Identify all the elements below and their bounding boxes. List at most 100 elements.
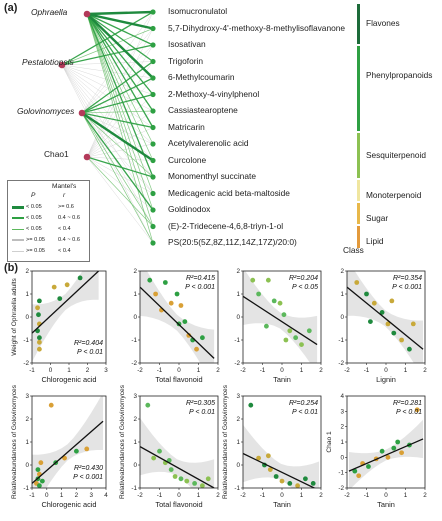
legend-line-sample (12, 217, 24, 219)
node-label-chao1: Chao1 (44, 149, 69, 159)
data-point (283, 337, 289, 343)
data-point (279, 478, 285, 484)
confidence-band (348, 419, 424, 488)
x-tick-label: 2 (319, 492, 323, 499)
data-point (250, 277, 256, 283)
data-point (410, 321, 416, 327)
y-tick-label: -1 (338, 470, 344, 477)
data-point (267, 467, 273, 472)
scatter-plot: -2 -1 0 1 2 -2 -1 0 1 2 3 4 Tanin Chao 1 R²=0.281 P < 0… (326, 393, 427, 509)
data-point (178, 476, 184, 482)
mantel-edge (81, 112, 154, 178)
class-bar (357, 180, 360, 201)
data-point (37, 483, 42, 489)
regression-line (347, 286, 424, 350)
regression-line (32, 271, 100, 334)
data-point (174, 291, 180, 297)
mantel-edge (86, 13, 154, 178)
class-label-monoterpenoid: Monoterpenoid (366, 190, 422, 200)
compound-node (150, 75, 156, 81)
x-tick-label: 0 (177, 492, 181, 499)
data-point (271, 298, 277, 304)
y-tick-label: 2 (236, 416, 240, 423)
y-axis-label: Relativeabundances of Golovinomyces (222, 384, 229, 499)
data-point (37, 298, 42, 304)
y-tick-label: 1 (236, 439, 240, 446)
compound-label: PS(20:5(5Z,8Z,11Z,14Z,17Z)/20:0) (168, 237, 297, 247)
class-bar (357, 46, 360, 131)
data-point (277, 300, 283, 306)
compound-node (150, 141, 156, 147)
data-point (62, 455, 67, 461)
x-tick-label: -1 (29, 367, 35, 374)
y-tick-label: 0 (25, 314, 29, 321)
data-point (385, 454, 391, 460)
x-tick-label: 3 (104, 367, 108, 374)
network-node (58, 61, 66, 69)
mantel-edge (81, 77, 154, 114)
x-axis-label: Tanin (377, 500, 395, 509)
x-tick-label: -1 (157, 367, 163, 374)
mantel-edge (81, 112, 154, 194)
regression-line (140, 286, 215, 359)
data-point (395, 439, 401, 445)
confidence-band (140, 417, 215, 488)
r-squared-label: R²=0.254 (289, 400, 318, 407)
y-tick-label: 1 (133, 439, 137, 446)
x-tick-label: -1 (260, 492, 266, 499)
mantel-edge (81, 112, 154, 145)
y-tick-label: -1 (234, 485, 240, 492)
mantel-edge (86, 156, 154, 244)
data-point (145, 402, 151, 408)
legend-r-value: < 0.4 (58, 248, 71, 254)
legend-r-value: >= 0.6 (58, 204, 74, 210)
p-value-label: P < 0.001 (73, 474, 103, 481)
y-tick-label: -2 (338, 485, 344, 492)
regression-line (140, 446, 215, 488)
x-tick-label: 1 (300, 367, 304, 374)
x-tick-label: 1 (67, 367, 71, 374)
mantel-edge (61, 64, 154, 128)
y-tick-label: 2 (25, 268, 29, 275)
mantel-legend: Mantel's P r < 0.05 >= 0.6 < 0.05 0.4 ~ 0.6… (7, 180, 90, 262)
mantel-edge (81, 112, 154, 162)
p-value-label: P < 0.01 (292, 409, 318, 416)
mantel-edge (61, 64, 154, 227)
data-point (356, 473, 362, 479)
x-tick-label: 1 (300, 492, 304, 499)
x-tick-label: 4 (104, 492, 108, 499)
compound-node (150, 223, 156, 230)
p-value-label: P < 0.01 (189, 409, 215, 416)
compound-label: Isosativan (168, 39, 206, 49)
compound-label: Monomenthyl succinate (168, 171, 256, 181)
compound-node (150, 42, 156, 48)
compound-label: Acetylvalerenolic acid (168, 138, 249, 148)
regression-line (243, 295, 318, 346)
y-tick-label: 1 (340, 439, 344, 446)
compound-node (150, 174, 156, 180)
network-node (83, 10, 91, 18)
legend-p-value: < 0.05 (26, 226, 42, 232)
data-point (168, 467, 174, 472)
y-axis-label: Relativeabundances of Golovinomyces (119, 384, 126, 499)
mantel-edge (86, 13, 154, 145)
y-tick-label: 3 (25, 393, 29, 400)
data-point (264, 323, 269, 329)
data-point (162, 280, 168, 285)
confidence-band (243, 271, 318, 363)
compound-node (150, 207, 156, 213)
mantel-edge (81, 44, 154, 114)
x-tick-label: -2 (137, 367, 143, 374)
data-point (354, 280, 360, 285)
class-label-flavones: Flavones (366, 18, 400, 28)
mantel-edge (86, 13, 154, 112)
data-point (37, 339, 42, 345)
mantel-edge (86, 156, 154, 161)
y-tick-label: -1 (131, 337, 137, 344)
data-point (306, 328, 312, 334)
mantel-edge (81, 112, 154, 244)
x-axis-label: Tanin (273, 375, 291, 384)
network-node (78, 109, 86, 117)
y-axis-label: Relativeabundances of Golovinomyces (11, 384, 18, 499)
